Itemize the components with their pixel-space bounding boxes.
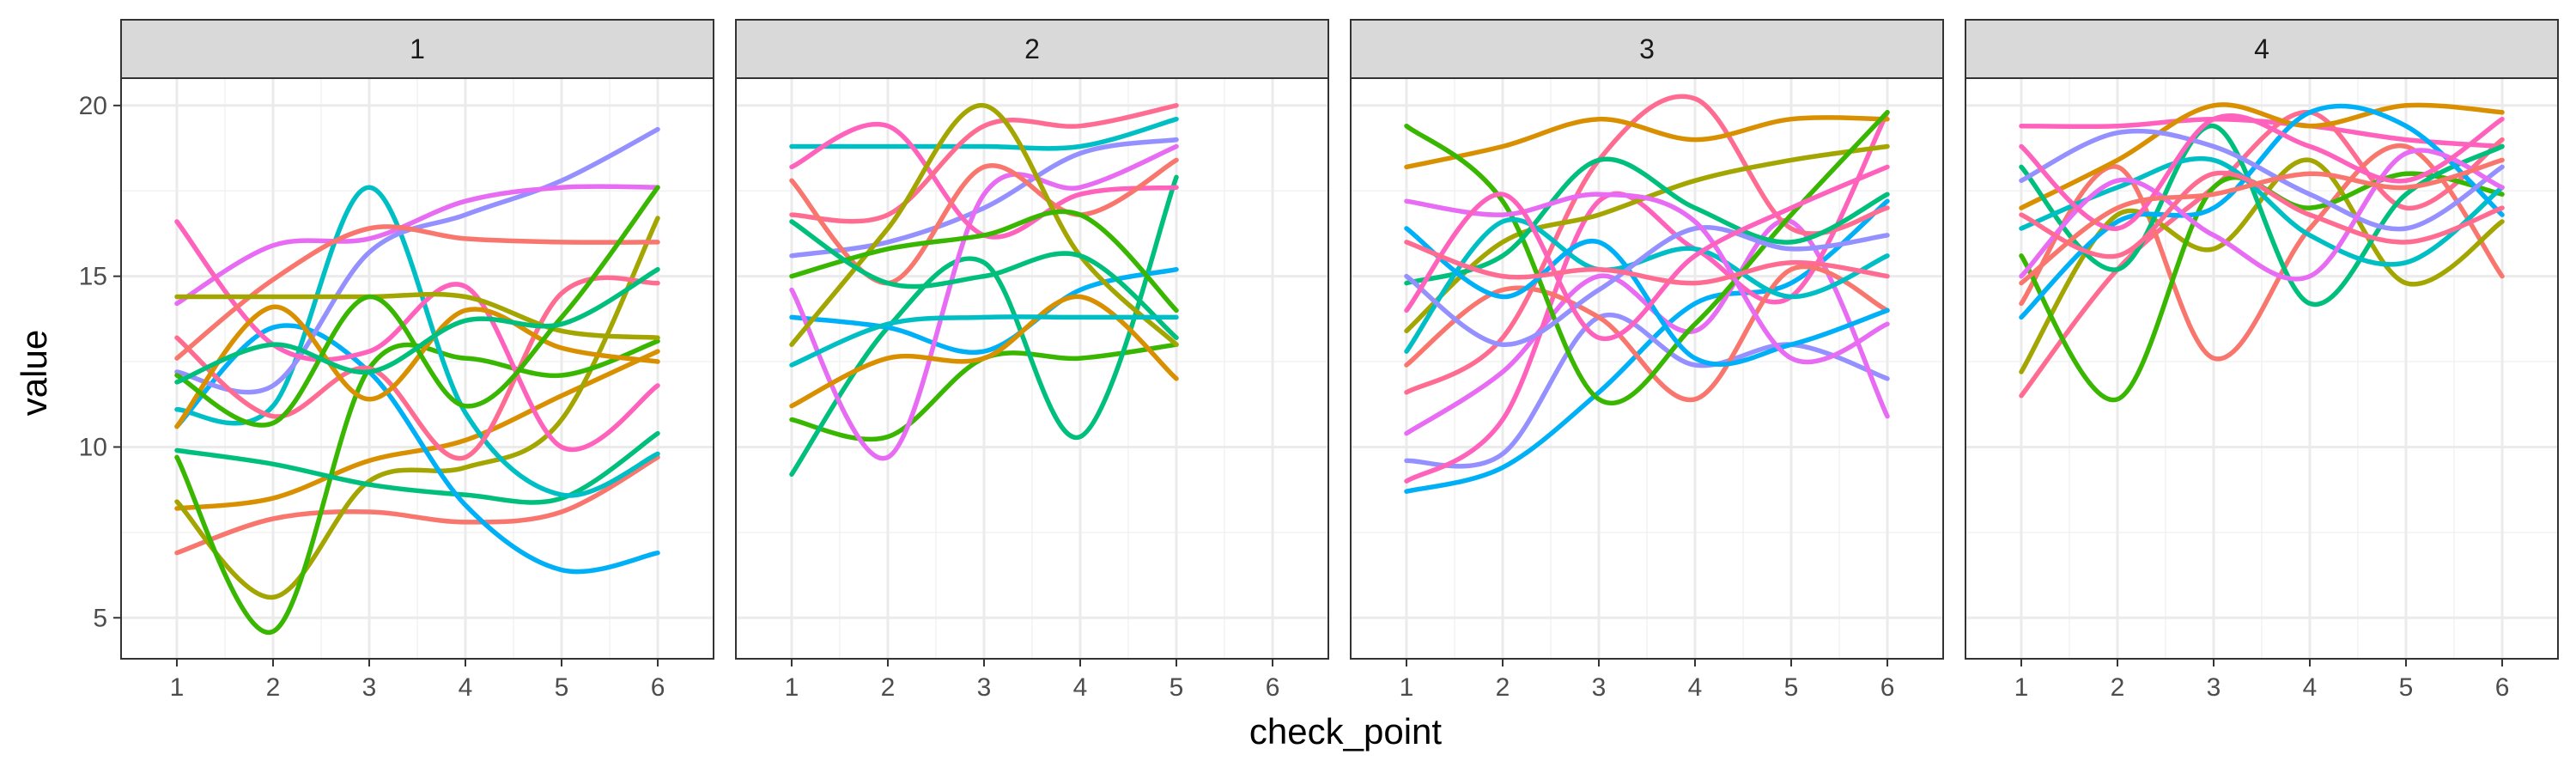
series-line: [174, 304, 660, 429]
series-line: [789, 209, 1179, 313]
x-tick-label: 1: [170, 673, 185, 702]
x-tick-label: 3: [977, 673, 992, 702]
x-tick-label: 4: [459, 673, 473, 702]
y-tick-label: 5: [93, 604, 107, 632]
series-line: [1404, 110, 1890, 484]
series-line: [789, 219, 1179, 340]
x-tick-label: 1: [785, 673, 799, 702]
series-line: [2019, 110, 2505, 399]
series-line: [1404, 115, 1890, 170]
series-line: [174, 349, 660, 511]
x-tick-label: 5: [1170, 673, 1184, 702]
x-tick-label: 3: [2207, 673, 2221, 702]
x-tick-label: 1: [1400, 673, 1414, 702]
series-line: [789, 174, 1179, 478]
series-line: [1404, 164, 1890, 342]
series-line: [174, 454, 660, 556]
facet-strip-label: 3: [1639, 33, 1655, 64]
series-line: [174, 323, 660, 575]
series-line: [1404, 94, 1890, 395]
y-tick-label: 20: [79, 92, 107, 120]
x-axis-title: check_point: [1249, 711, 1442, 752]
x-tick-label: 6: [1880, 673, 1895, 702]
x-tick-label: 1: [2014, 673, 2029, 702]
series-line: [2019, 123, 2505, 307]
series-line: [789, 137, 1179, 259]
facet-strip-label: 2: [1024, 33, 1040, 64]
series-lines: [1404, 94, 1890, 494]
x-tick-label: 2: [1496, 673, 1510, 702]
series-line: [174, 275, 660, 461]
x-tick-label: 2: [266, 673, 281, 702]
series-line: [789, 116, 1179, 151]
x-tick-label: 4: [2303, 673, 2318, 702]
y-tick-label: 15: [79, 263, 107, 291]
series-line: [2019, 116, 2505, 149]
y-axis-title: value: [14, 330, 54, 416]
series-line: [1404, 156, 1890, 286]
x-tick-label: 5: [2399, 673, 2414, 702]
series-line: [789, 143, 1179, 461]
series-lines: [2019, 102, 2505, 403]
series-line: [1404, 143, 1890, 334]
series-line: [174, 219, 660, 453]
facet-strip: [1350, 19, 1944, 79]
x-tick-label: 5: [1784, 673, 1799, 702]
series-line: [789, 266, 1179, 355]
series-line: [789, 314, 1179, 368]
facet-panel-1: 1 1 2 3 4 5 6 5 10 15 20: [79, 19, 714, 702]
series-line: [2019, 113, 2505, 231]
facet-panel-3: 3 1 2 3 4 5 6: [1350, 19, 1944, 702]
x-tick-label: 5: [555, 673, 569, 702]
series-line: [174, 266, 660, 385]
x-tick-label: 2: [2111, 673, 2125, 702]
x-tick-label: 3: [1592, 673, 1607, 702]
series-line: [174, 291, 660, 340]
x-tick-label: 6: [651, 673, 665, 702]
facet-strip: [120, 19, 714, 79]
series-line: [2019, 143, 2505, 362]
series-line: [174, 185, 660, 428]
series-line: [174, 184, 660, 307]
series-lines: [174, 126, 660, 635]
x-tick-label: 3: [362, 673, 377, 702]
x-tick-label: 4: [1073, 673, 1088, 702]
facet-strip-label: 4: [2254, 33, 2269, 64]
series-line: [789, 157, 1179, 286]
series-line: [789, 103, 1179, 224]
series-line: [174, 430, 660, 505]
series-line: [1404, 192, 1890, 365]
series-lines: [789, 103, 1179, 478]
x-tick-label: 6: [1266, 673, 1280, 702]
facet-panel-2: 2 1 2 3 4 5 6: [735, 19, 1329, 702]
x-tick-label: 6: [2495, 673, 2510, 702]
series-line: [2019, 148, 2505, 282]
y-tick-label: 10: [79, 433, 107, 461]
facet-panel-4: 4 1 2 3 4 5 6: [1965, 19, 2559, 702]
series-line: [1404, 240, 1890, 286]
series-line: [2019, 102, 2505, 210]
series-line: [174, 126, 660, 395]
series-line: [2019, 128, 2505, 232]
panels-layer: 1 1 2 3 4 5 6 5 10 15 20 2 1 2 3 4 5 6 3 1 2 3 4 5 6 4 1 2 3 4 5 6: [79, 19, 2559, 702]
x-tick-label: 4: [1688, 673, 1703, 702]
facet-strip: [1965, 19, 2559, 79]
series-line: [1404, 226, 1890, 368]
series-line: [2019, 157, 2505, 286]
series-line: [2019, 171, 2505, 403]
series-line: [1404, 225, 1890, 347]
facet-strip-label: 1: [410, 33, 425, 64]
facet-strip: [735, 19, 1329, 79]
series-line: [789, 103, 1179, 347]
x-tick-label: 2: [881, 673, 896, 702]
series-line: [2019, 155, 2505, 267]
series-line: [2019, 103, 2505, 320]
